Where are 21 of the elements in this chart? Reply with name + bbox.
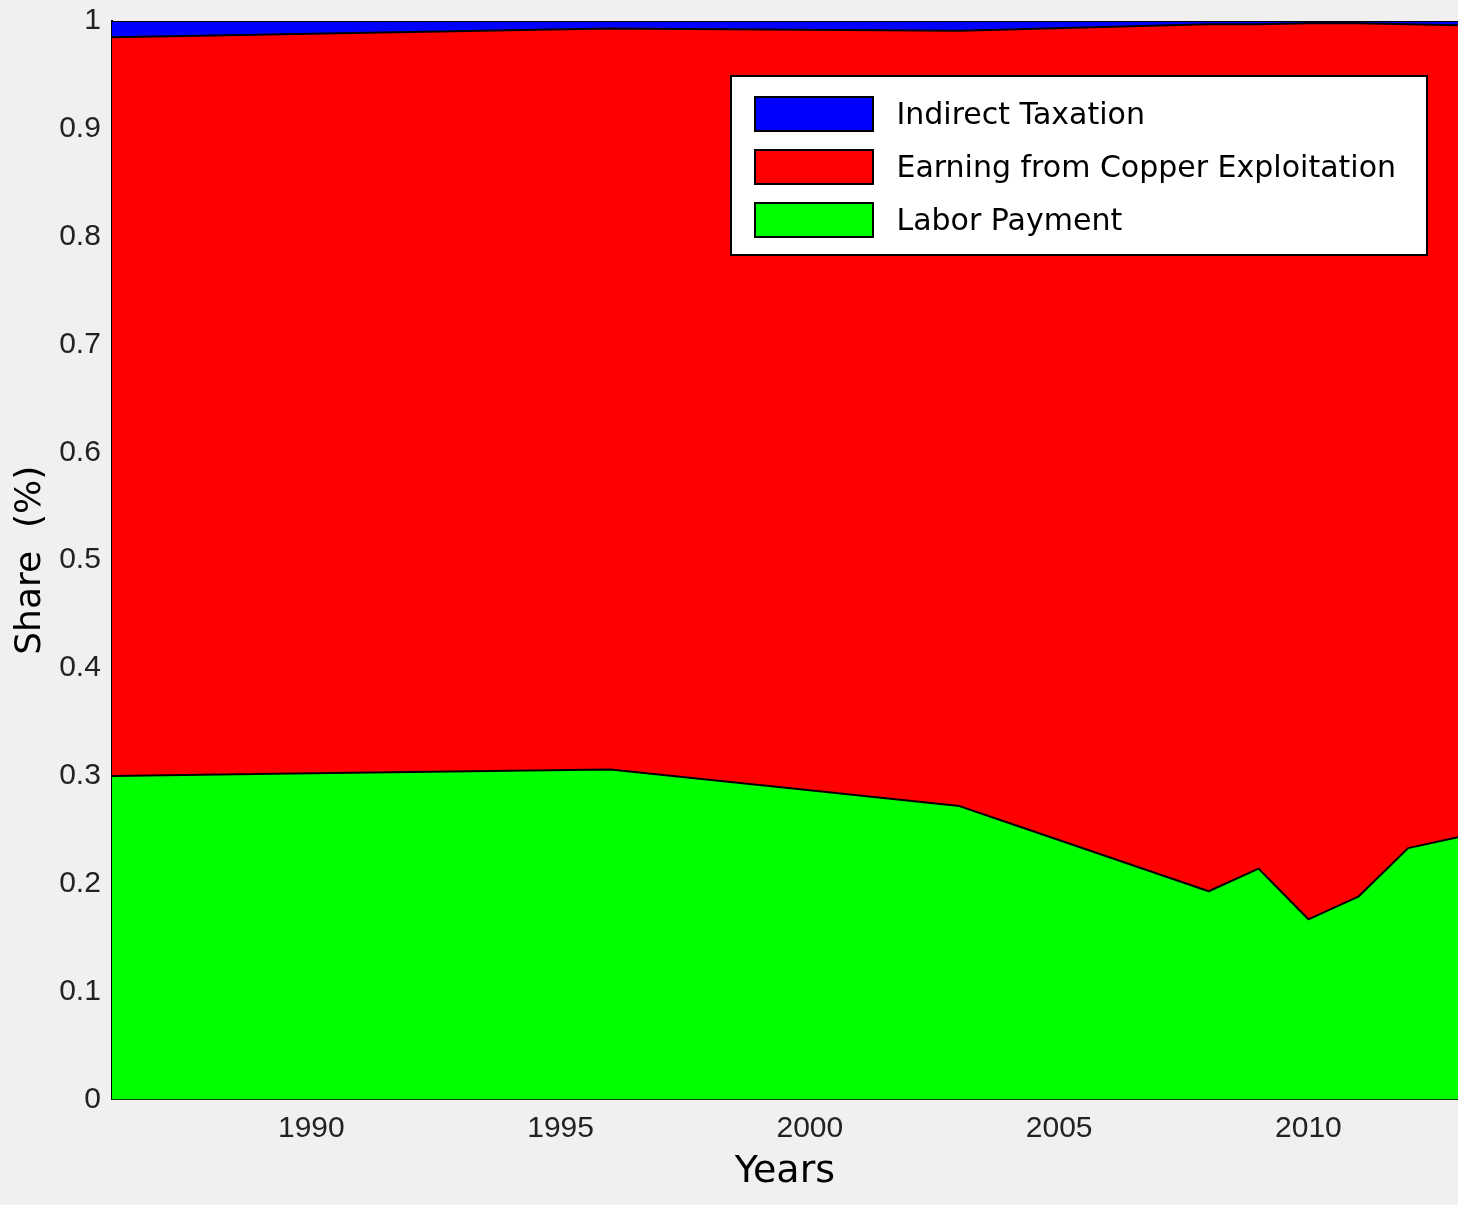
y-tick-label: 0.7 — [59, 325, 101, 359]
y-tick-label: 0.5 — [59, 541, 101, 575]
legend-label: Earning from Copper Exploitation — [896, 149, 1396, 184]
x-tick-label: 2005 — [1025, 1109, 1093, 1143]
y-tick-label: 0.3 — [59, 757, 101, 791]
y-axis-title: Share (%) — [6, 465, 48, 655]
y-tick-label: 0.2 — [59, 864, 101, 898]
x-axis-title: Years — [733, 1147, 836, 1192]
x-tick-label: 2010 — [1275, 1109, 1342, 1143]
y-tick-label: 1 — [84, 2, 101, 36]
x-tick-label: 1995 — [527, 1109, 594, 1143]
legend-label: Labor Payment — [896, 202, 1123, 237]
y-tick-label: 0 — [84, 1080, 101, 1114]
x-tick-label: 1990 — [277, 1109, 345, 1143]
y-tick-label: 0.9 — [59, 110, 101, 144]
x-tick-label: 2000 — [776, 1109, 844, 1143]
y-tick-label: 0.8 — [59, 217, 101, 251]
y-tick-label: 0.4 — [59, 649, 101, 683]
y-tick-label: 0.1 — [59, 972, 101, 1006]
legend-label: Indirect Taxation — [896, 96, 1145, 131]
y-tick-label: 0.6 — [59, 433, 101, 467]
